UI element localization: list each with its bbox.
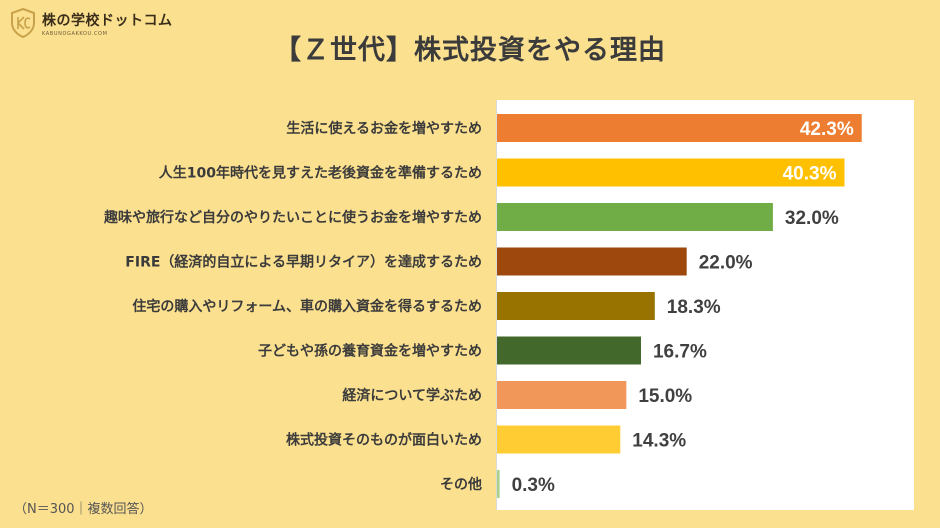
category-label: 人生100年時代を見すえた老後資金を準備するため: [159, 165, 482, 182]
sample-note: （N＝300｜複数回答）: [14, 502, 153, 517]
bar: [497, 114, 862, 142]
bar: [497, 381, 627, 409]
category-label: 住宅の購入やリフォーム、車の購入資金を得るするため: [132, 298, 482, 315]
bar: [497, 158, 845, 187]
value-label: 0.3%: [512, 475, 555, 496]
category-label: 生活に使えるお金を増やすため: [286, 120, 482, 137]
category-label: FIRE（経済的自立による早期リタイア）を達成するため: [125, 254, 482, 271]
bar: [497, 425, 621, 454]
category-axis-line: [496, 100, 497, 510]
bar: [497, 336, 641, 365]
bar: [497, 292, 655, 320]
shield-logo-icon: [11, 8, 35, 38]
category-label: その他: [440, 476, 482, 493]
logo-name: 株の学校ドットコム: [42, 12, 173, 29]
logo: 株の学校ドットコム KABUNOGAKKOU.COM: [10, 6, 173, 40]
bar: [497, 203, 773, 231]
chart-title: 【Ｚ世代】株式投資をやる理由: [274, 35, 666, 66]
category-label: 経済について学ぶため: [342, 387, 482, 404]
value-label: 15.0%: [638, 386, 692, 407]
category-label: 趣味や旅行など自分のやりたいことに使うお金を増やすため: [103, 209, 482, 226]
value-label: 16.7%: [653, 342, 707, 363]
value-label: 42.3%: [800, 119, 854, 140]
logo-sub: KABUNOGAKKOU.COM: [42, 30, 108, 37]
bar: [497, 470, 500, 498]
value-label: 22.0%: [699, 253, 753, 274]
category-label: 子どもや孫の養育資金を増やすため: [258, 343, 482, 360]
value-label: 32.0%: [785, 208, 839, 229]
value-label: 14.3%: [632, 431, 686, 452]
value-label: 18.3%: [667, 297, 721, 318]
value-label: 40.3%: [783, 164, 837, 185]
category-label: 株式投資そのものが面白いため: [286, 432, 482, 449]
bar: [497, 247, 687, 276]
